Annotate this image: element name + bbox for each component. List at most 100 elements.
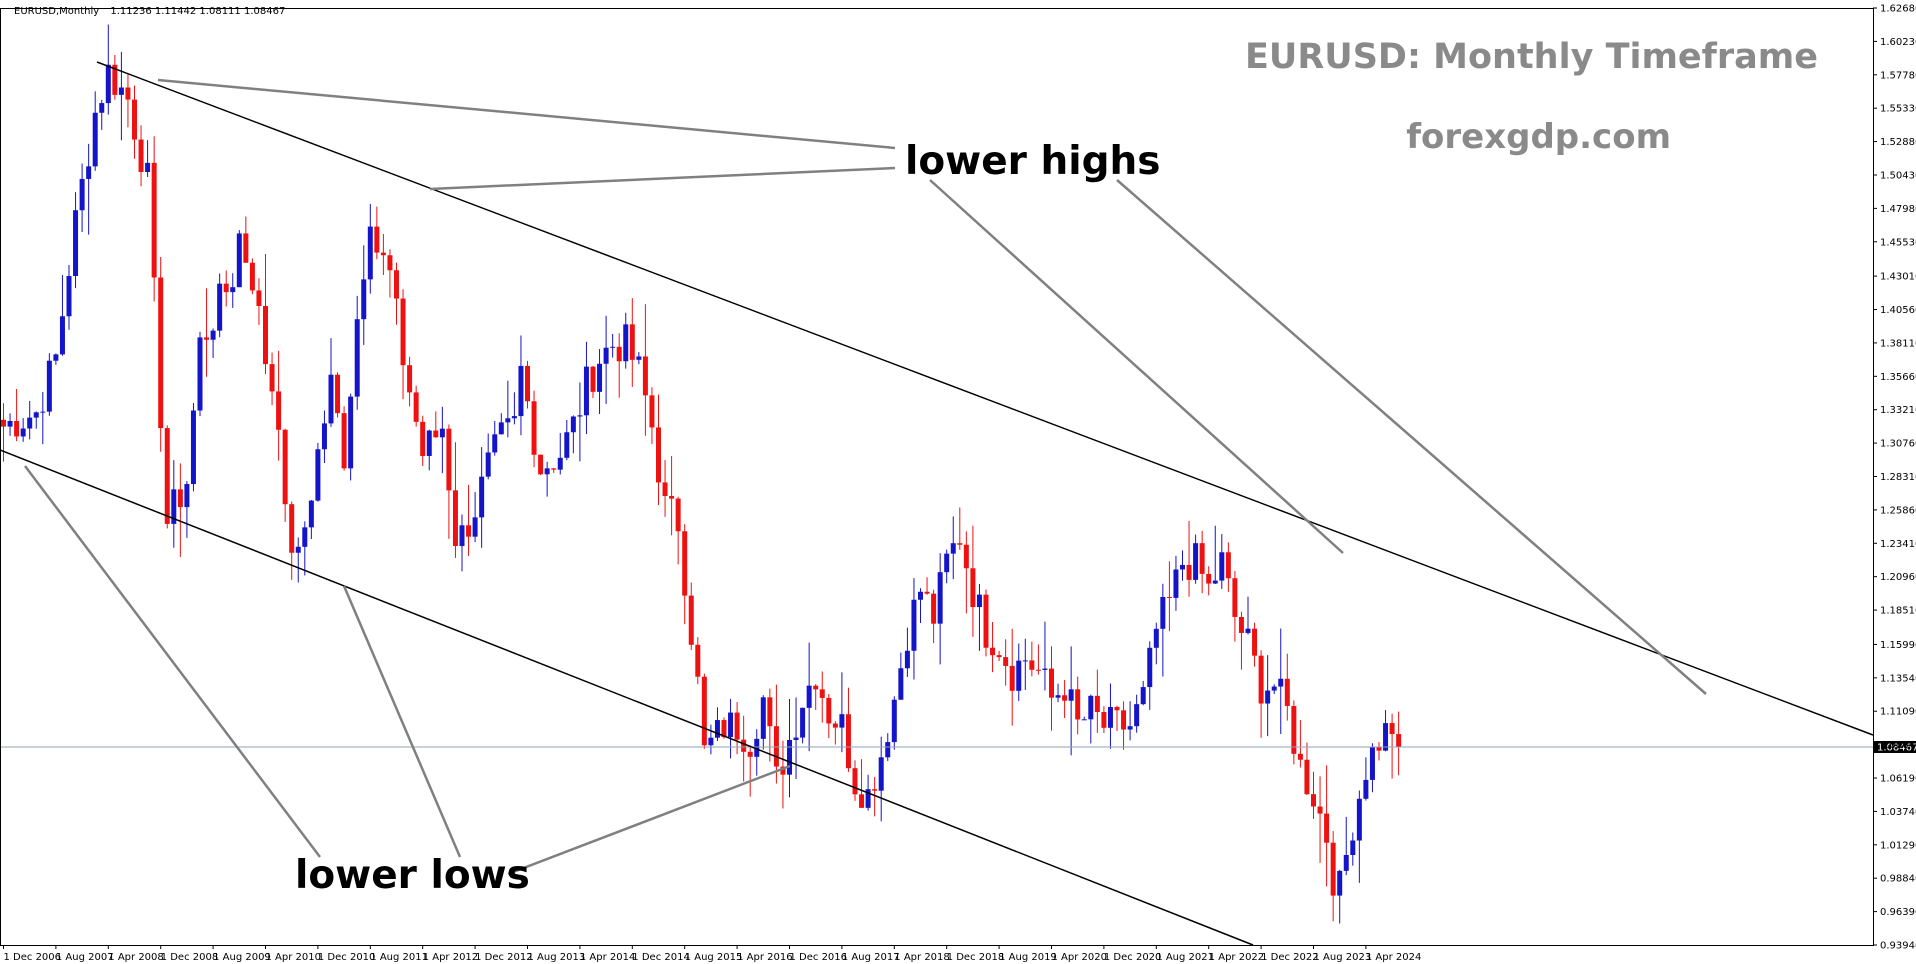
x-tick-label: 1 Aug 2017 [842,952,900,963]
arrow-low-3 [507,764,791,876]
candle-body [1160,597,1166,629]
candle-body [747,751,753,757]
candle-body [1271,686,1277,691]
candle-body [27,417,33,429]
x-tick-label: 1 Apr 2012 [423,952,478,963]
candle-body [1062,695,1068,701]
candle-body [767,697,773,727]
x-tick-label: 1 Aug 2013 [528,952,586,963]
candle-body [983,594,989,648]
candle-body [145,162,151,172]
candle-body [282,429,288,505]
symbol-name: EURUSD,Monthly [14,6,99,17]
y-tick-label: 1.25860 [1880,505,1916,516]
candle-body [99,103,105,113]
candle-body [1219,552,1225,581]
candle-body [223,283,229,293]
candle-body [564,432,570,458]
candle-body [780,766,786,775]
y-tick-label: 1.30760 [1880,439,1916,450]
candle-body [158,277,164,429]
candle-body [400,298,406,366]
candle-body [1193,543,1199,580]
candle-body [1055,695,1061,698]
arrow-low-2 [342,585,462,858]
candle-body [354,319,360,397]
x-tick-label: 1 Apr 2014 [580,952,635,963]
candle-body [190,410,196,485]
symbol-header: EURUSD,Monthly 1.11236 1.11442 1.08111 1… [14,6,285,17]
candle-body [616,346,622,362]
candle-body [1258,655,1264,704]
candle-body [321,423,327,450]
candle-body [210,330,216,340]
annotation-lower-highs: lower highs [905,139,1160,184]
candle-body [1278,678,1284,687]
candle-body [1245,628,1251,633]
candle-body [236,233,242,288]
arrow-high-4 [1116,179,1707,695]
chart-subtitle: forexgdp.com [1406,117,1671,157]
candle-body [970,568,976,608]
candle-body [708,737,714,746]
x-tick-label: 1 Aug 2021 [1156,952,1214,963]
candle-body [289,504,295,553]
candle-body [551,468,557,470]
candle-body [302,527,308,547]
candle-body [701,676,707,746]
candle-body [754,738,760,757]
candle-body [59,316,65,355]
candle-body [387,255,393,271]
candle-body [741,739,747,752]
x-tick-label: 1 Dec 2020 [1104,952,1162,963]
candle-body [1140,687,1146,705]
candle-body [832,723,838,728]
y-tick-label: 1.23410 [1880,539,1916,550]
candle-body [937,572,943,624]
candle-body [132,99,137,140]
x-tick-label: 1 Aug 2007 [56,952,114,963]
candle-body [335,374,341,414]
candle-body [944,553,950,573]
candle-body [872,789,878,791]
candle-body [1284,678,1290,706]
candle-body [1396,734,1402,747]
x-tick-label: 1 Aug 2011 [370,952,428,963]
candle-body [518,365,524,417]
candle-body [20,428,26,437]
y-tick-label: 1.13540 [1880,673,1916,684]
y-tick-label: 0.93940 [1880,941,1916,952]
candle-body [1376,746,1382,751]
y-tick-label: 1.33210 [1880,405,1916,416]
candle-body [498,422,504,435]
candle-body [1232,578,1238,617]
candle-body [426,430,432,456]
y-tick-label: 1.40560 [1880,305,1916,316]
y-tick-label: 1.43010 [1880,272,1916,283]
candle-body [177,489,183,508]
candle-body [1,419,6,427]
candle-body [1153,628,1159,648]
candle-body [73,210,79,276]
candle-body [1107,706,1113,728]
candle-body [374,226,380,253]
candle-body [1088,695,1094,720]
candle-body [990,647,996,656]
candle-body [878,757,884,791]
candle-body [826,697,832,724]
candle-body [295,546,301,553]
x-tick-label: 1 Aug 2009 [213,952,271,963]
y-tick-label: 1.45530 [1880,237,1916,248]
candle-body [1022,660,1028,662]
candle-body [138,139,144,172]
y-tick-label: 1.60230 [1880,37,1916,48]
candle-body [1212,580,1218,584]
candle-body [1350,840,1356,855]
candle-body [963,544,969,569]
y-tick-label: 1.47980 [1880,204,1916,215]
candle-body [682,531,688,596]
candle-body [852,768,858,795]
arrow-high-1 [157,78,896,150]
candle-body [184,484,190,508]
